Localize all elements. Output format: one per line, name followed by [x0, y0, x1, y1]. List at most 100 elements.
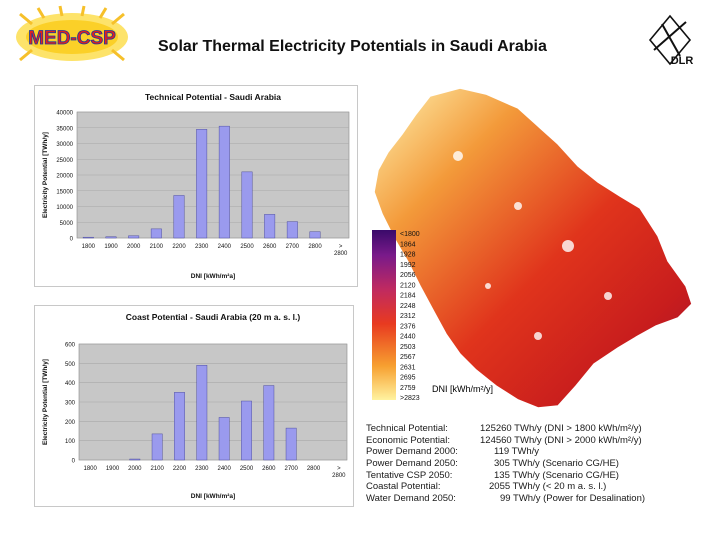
- x-tick-label: >2800: [334, 244, 348, 257]
- x-tick-label: 1800: [82, 244, 96, 250]
- bar: [82, 236, 94, 239]
- y-tick-label: 300: [65, 401, 76, 407]
- technical-potential-svg: Technical Potential - Saudi Arabia 0 5000 1…: [42, 92, 350, 280]
- dlr-logo: DLR: [640, 10, 702, 67]
- legend-value: 2503: [400, 344, 416, 351]
- summary-value: 305 TWh/y (Scenario CG/HE): [494, 458, 619, 470]
- summary-value: 125260 TWh/y (DNI > 1800 kWh/m²/y): [480, 423, 642, 434]
- summary-label: Coastal Potential:: [366, 481, 441, 493]
- bar: [264, 214, 276, 239]
- summary-label: Economic Potential:: [366, 434, 450, 446]
- dni-legend-labels: <1800 1864 1928 1992 2056 2120 2184 2248 2312 237…: [400, 231, 420, 402]
- chart-title: Technical Potential - Saudi Arabia: [145, 92, 281, 102]
- bar: [218, 417, 230, 461]
- x-tick-label: 2300: [195, 466, 209, 472]
- chart-title: Coast Potential - Saudi Arabia (20 m a. …: [126, 312, 301, 322]
- page-title: Solar Thermal Electricity Potentials in …: [158, 38, 547, 55]
- legend-value: 1992: [400, 262, 416, 269]
- y-tick-label: 400: [65, 381, 76, 387]
- bar: [173, 195, 185, 239]
- x-tick-label: 2100: [150, 244, 164, 250]
- saudi-arabia-shape: [373, 87, 693, 409]
- y-tick-label: 35000: [56, 126, 73, 132]
- x-axis-label: DNI [kWh/m²a]: [191, 493, 235, 500]
- x-tick-label: 2200: [173, 466, 187, 472]
- summary-label: Water Demand 2050:: [366, 493, 456, 505]
- y-tick-label: 0: [70, 237, 74, 243]
- coast-potential-svg: Coast Potential - Saudi Arabia (20 m a. …: [42, 312, 348, 500]
- summary-label: Technical Potential:: [366, 423, 448, 434]
- bar: [263, 385, 275, 461]
- legend-value: >2823: [400, 395, 420, 402]
- summary-value: 124560 TWh/y (DNI > 2000 kWh/m²/y): [480, 434, 642, 446]
- x-tick-label: 2500: [240, 466, 254, 472]
- x-tick-label: >2800: [332, 466, 346, 479]
- x-tick-label: 2100: [150, 466, 164, 472]
- legend-value: 2376: [400, 323, 416, 330]
- legend-value: 2631: [400, 364, 416, 371]
- x-tick-label: 2000: [128, 466, 142, 472]
- dni-legend-unit: DNI [kWh/m²/y]: [432, 384, 493, 394]
- bar: [196, 365, 208, 461]
- x-tick-label: 2500: [240, 244, 254, 250]
- med-csp-logo: MED-CSP: [8, 4, 136, 66]
- x-tick-label: 2400: [218, 244, 232, 250]
- x-tick-label: 2600: [262, 466, 276, 472]
- x-tick-label: 1900: [104, 244, 118, 250]
- x-tick-label: 2000: [127, 244, 141, 250]
- x-tick-label: 2400: [217, 466, 231, 472]
- bar: [218, 125, 230, 239]
- y-axis-label: Electricity Potential [TWh/y]: [42, 132, 49, 218]
- x-tick-label: 2200: [172, 244, 186, 250]
- bar: [241, 400, 252, 461]
- coast-potential-chart: Coast Potential - Saudi Arabia (20 m a. …: [34, 305, 354, 507]
- legend-value: 2567: [400, 354, 416, 361]
- legend-value: 2248: [400, 303, 416, 310]
- bar: [196, 129, 208, 239]
- bar: [129, 458, 141, 461]
- x-tick-label: 2800: [308, 244, 322, 250]
- y-tick-label: 0: [72, 459, 76, 465]
- legend-value: <1800: [400, 231, 420, 238]
- legend-value: 2695: [400, 375, 416, 382]
- x-tick-label: 1900: [106, 466, 120, 472]
- y-tick-label: 30000: [56, 142, 73, 148]
- y-tick-label: 200: [65, 420, 76, 426]
- summary-label: Tentative CSP 2050:: [366, 469, 453, 481]
- x-axis-label: DNI [kWh/m²a]: [191, 273, 235, 280]
- dlr-emblem-icon: [648, 14, 692, 66]
- bar: [128, 235, 140, 239]
- y-tick-label: 25000: [56, 158, 73, 164]
- y-tick-label: 5000: [60, 221, 74, 227]
- y-tick-label: 600: [65, 343, 76, 349]
- x-tick-label: 2600: [263, 244, 277, 250]
- legend-value: 1864: [400, 241, 416, 248]
- logo-right-text: DLR: [671, 55, 694, 66]
- bar: [309, 231, 321, 239]
- x-tick-label: 2700: [284, 466, 298, 472]
- bar: [241, 171, 253, 239]
- x-tick-label: 2300: [195, 244, 209, 250]
- bar: [286, 221, 298, 239]
- legend-value: 2184: [400, 293, 416, 300]
- dni-legend-bar: [372, 230, 396, 400]
- y-tick-label: 500: [65, 362, 76, 368]
- y-tick-label: 10000: [56, 205, 73, 211]
- x-tick-label: 2700: [286, 244, 300, 250]
- logo-left-text: MED-CSP: [28, 28, 116, 49]
- x-tick-label: 1800: [83, 466, 97, 472]
- summary-label: Power Demand 2050:: [366, 458, 458, 470]
- y-tick-label: 15000: [56, 189, 73, 195]
- legend-value: 2440: [400, 334, 416, 341]
- legend-value: 2056: [400, 272, 416, 279]
- legend-value: 1928: [400, 252, 416, 259]
- y-tick-label: 40000: [56, 111, 73, 117]
- y-axis-label: Electricity Potential [TWh/y]: [42, 359, 49, 445]
- summary-value: 2055 TWh/y (< 20 m a. s. l.): [489, 481, 607, 493]
- legend-value: 2120: [400, 282, 416, 289]
- summary-value: 99 TWh/y (Power for Desalination): [500, 493, 646, 505]
- summary-label: Power Demand 2000:: [366, 446, 458, 458]
- x-tick-label: 2800: [307, 466, 321, 472]
- dni-map: <1800 1864 1928 1992 2056 2120 2184 2248 2312 237…: [368, 86, 698, 416]
- y-tick-label: 100: [65, 439, 76, 445]
